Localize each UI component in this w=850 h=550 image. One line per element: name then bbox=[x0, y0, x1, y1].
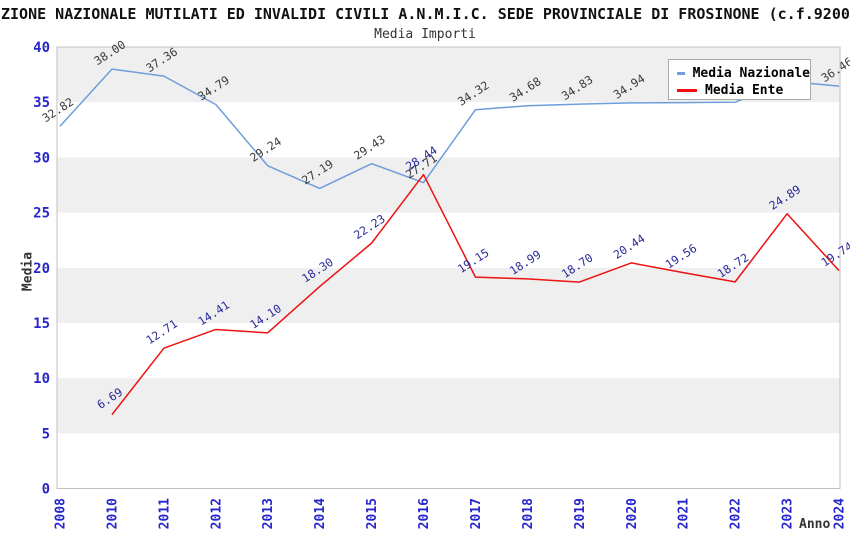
ente-line-swatch-icon bbox=[677, 88, 697, 92]
legend-box: Media Nazionale Media Ente bbox=[668, 59, 811, 100]
plot-band bbox=[57, 433, 840, 489]
x-tick-label: 2013 bbox=[261, 498, 276, 529]
x-tick-label: 2019 bbox=[573, 498, 588, 529]
y-tick-label: 10 bbox=[33, 371, 50, 387]
x-tick-label: 2018 bbox=[521, 498, 536, 529]
x-tick-label: 2008 bbox=[54, 498, 69, 529]
chart-title: ZIONE NAZIONALE MUTILATI ED INVALIDI CIV… bbox=[1, 5, 850, 23]
chart-subtitle: Media Importi bbox=[374, 27, 476, 42]
x-axis-title: Anno bbox=[799, 517, 831, 532]
y-tick-label: 5 bbox=[42, 426, 50, 442]
y-tick-label: 20 bbox=[33, 261, 50, 277]
series-line bbox=[59, 68, 840, 190]
y-tick-label: 40 bbox=[33, 40, 50, 56]
y-tick-label: 35 bbox=[33, 95, 50, 111]
plot-band bbox=[57, 378, 840, 434]
plot-band bbox=[57, 212, 840, 268]
plot-border bbox=[56, 46, 841, 489]
x-tick-label: 2014 bbox=[313, 498, 328, 529]
y-tick-label: 15 bbox=[33, 316, 50, 332]
y-tick-label: 0 bbox=[42, 482, 50, 498]
x-tick-label: 2017 bbox=[469, 498, 484, 529]
x-tick-label: 2012 bbox=[209, 498, 224, 529]
legend-label: Media Nazionale bbox=[692, 65, 810, 81]
x-tick-label: 2011 bbox=[157, 498, 172, 529]
x-tick-label: 2010 bbox=[105, 498, 120, 529]
plot-band bbox=[57, 322, 840, 379]
x-tick-label: 2020 bbox=[625, 498, 640, 529]
legend-item-media-ente: Media Ente bbox=[677, 82, 810, 98]
x-tick-label: 2024 bbox=[833, 498, 848, 529]
x-tick-label: 2016 bbox=[417, 498, 432, 529]
y-tick-label: 30 bbox=[33, 150, 50, 166]
x-tick-label: 2015 bbox=[365, 498, 380, 529]
y-axis-ticks: 0 5 10 15 20 25 30 35 40 bbox=[33, 40, 50, 498]
plot-bands bbox=[57, 47, 840, 489]
nazionale-line-swatch-icon bbox=[677, 71, 685, 75]
x-axis-ticks: 2008 2010 2011 2012 2013 2014 2015 2016 2017 2018… bbox=[54, 498, 848, 529]
plot-band bbox=[57, 102, 840, 158]
legend-label: Media Ente bbox=[705, 82, 784, 98]
x-tick-label: 2023 bbox=[781, 498, 796, 529]
x-tick-label: 2022 bbox=[729, 498, 744, 529]
x-tick-label: 2021 bbox=[677, 498, 692, 529]
y-axis-title: Media bbox=[20, 251, 36, 292]
y-tick-label: 25 bbox=[33, 206, 50, 222]
legend-item-media-nazionale: Media Nazionale bbox=[677, 65, 810, 81]
series-line bbox=[111, 173, 840, 416]
plot-band bbox=[57, 157, 840, 213]
